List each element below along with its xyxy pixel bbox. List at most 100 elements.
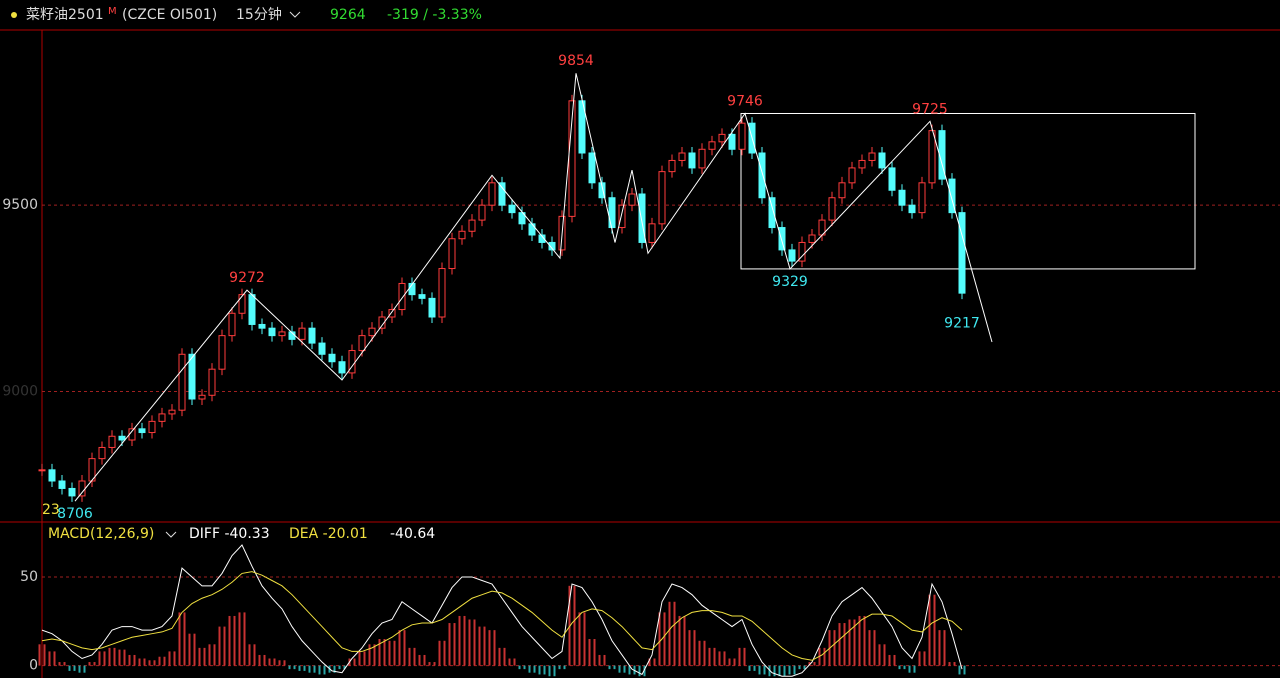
candle xyxy=(198,394,206,400)
candle xyxy=(588,152,596,184)
candle xyxy=(158,413,166,422)
candle xyxy=(958,212,966,294)
candle xyxy=(908,204,916,214)
pivot-label: 9746 xyxy=(727,93,763,109)
candle xyxy=(728,133,736,150)
candle xyxy=(398,282,406,311)
box xyxy=(740,112,1196,270)
candle xyxy=(298,327,306,340)
zigzag xyxy=(74,73,993,502)
candle xyxy=(238,294,246,314)
macd-line xyxy=(41,571,963,661)
candle xyxy=(668,159,676,173)
pivot-label: 9329 xyxy=(772,274,808,290)
diff-label: DIFF -40.33 xyxy=(189,526,270,542)
candle xyxy=(468,219,476,232)
candle xyxy=(898,189,906,206)
candle xyxy=(738,122,746,150)
pivot-label: 8706 xyxy=(57,506,93,522)
candle xyxy=(828,197,836,221)
pivot-label: 9725 xyxy=(912,101,948,117)
candle xyxy=(218,335,226,370)
candle xyxy=(618,204,626,229)
candle xyxy=(378,316,386,329)
candle xyxy=(868,152,876,161)
y-tick-label: 9000 xyxy=(2,384,38,400)
candle xyxy=(438,268,446,318)
candle xyxy=(848,167,856,184)
candle xyxy=(448,238,456,270)
candle xyxy=(638,193,646,243)
candle xyxy=(488,182,496,206)
candle xyxy=(148,420,156,434)
candle xyxy=(808,234,816,243)
pivot-label: 9217 xyxy=(944,316,980,332)
candle xyxy=(858,159,866,169)
code: (CZCE OI501) xyxy=(122,7,217,23)
candle xyxy=(838,182,846,199)
candle xyxy=(258,323,266,329)
period[interactable]: 15分钟 xyxy=(236,6,282,23)
candle xyxy=(778,227,786,251)
candle xyxy=(38,469,46,472)
candle xyxy=(208,368,216,396)
dea-label: DEA -20.01 xyxy=(289,526,368,542)
y-tick-label: 0 xyxy=(29,658,38,674)
candle xyxy=(548,241,556,251)
price: 9264 xyxy=(330,7,366,23)
candle xyxy=(138,428,146,434)
candle xyxy=(798,241,806,262)
candle xyxy=(698,148,706,169)
candle xyxy=(428,297,436,318)
candle xyxy=(598,182,606,199)
macd-label: -40.64 xyxy=(390,526,435,542)
corner-text: 23 xyxy=(42,502,60,518)
candle xyxy=(888,167,896,191)
candle xyxy=(948,178,956,214)
candle xyxy=(328,353,336,363)
candle xyxy=(68,487,76,497)
candle xyxy=(48,469,56,482)
candle xyxy=(178,353,186,411)
candle xyxy=(628,193,636,206)
candle xyxy=(308,327,316,344)
candle xyxy=(918,182,926,214)
candle xyxy=(498,182,506,206)
candle xyxy=(648,223,656,243)
change: -319 / -3.33% xyxy=(387,7,482,23)
candle xyxy=(658,171,666,225)
candle xyxy=(358,335,366,352)
candle xyxy=(708,141,716,150)
candle xyxy=(788,249,796,262)
dot xyxy=(11,12,17,18)
candle xyxy=(508,204,516,214)
candle xyxy=(278,331,286,337)
macd-dropdown[interactable] xyxy=(165,531,177,538)
flag: M xyxy=(108,6,117,17)
candle xyxy=(688,152,696,169)
candle xyxy=(228,312,236,337)
y-tick-label: 50 xyxy=(20,569,38,585)
candle xyxy=(758,152,766,199)
candle xyxy=(58,480,66,489)
candle xyxy=(928,130,936,184)
candle xyxy=(98,446,106,460)
candle xyxy=(388,309,396,318)
candle xyxy=(478,204,486,221)
y-tick-label: 9500 xyxy=(2,197,38,213)
period-dropdown[interactable] xyxy=(289,11,301,18)
candle xyxy=(338,361,346,374)
candle xyxy=(878,152,886,169)
candle xyxy=(248,294,256,325)
macd-line xyxy=(41,544,963,677)
pivot-label: 9854 xyxy=(558,53,594,69)
candle xyxy=(188,353,196,400)
macd-title[interactable]: MACD(12,26,9) xyxy=(48,526,154,542)
candle xyxy=(118,435,126,441)
candle xyxy=(538,234,546,243)
symbol[interactable]: 菜籽油2501 xyxy=(26,7,104,23)
candle xyxy=(168,409,176,415)
candle xyxy=(768,197,776,229)
